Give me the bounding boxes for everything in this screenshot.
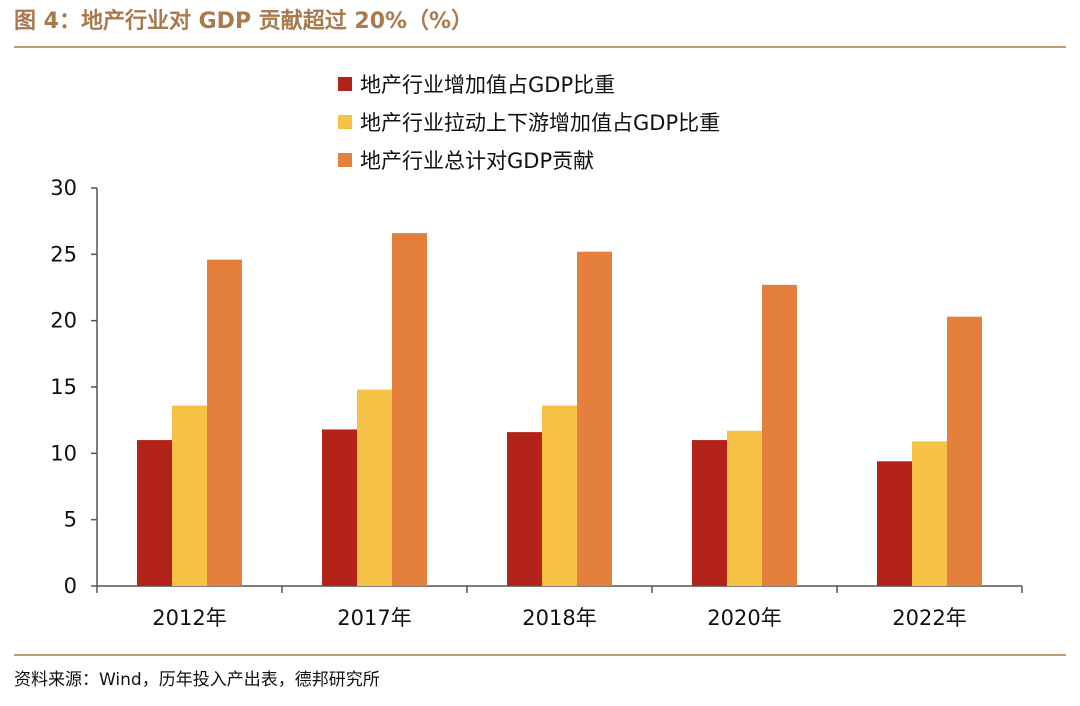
legend-label-3: 地产行业总计对GDP贡献	[360, 149, 594, 173]
bar-series2-2018年	[542, 405, 577, 586]
y-tick-label: 0	[64, 574, 77, 598]
bar-series3-2022年	[947, 316, 982, 586]
legend-swatch-2	[338, 115, 352, 129]
x-tick-label: 2018年	[522, 606, 596, 630]
bar-series2-2022年	[912, 441, 947, 586]
bar-series1-2017年	[322, 429, 357, 586]
x-tick-label: 2017年	[337, 606, 411, 630]
legend-swatch-1	[338, 77, 352, 91]
legend-label-2: 地产行业拉动上下游增加值占GDP比重	[360, 111, 720, 135]
y-tick-label: 5	[64, 508, 77, 532]
bar-series2-2012年	[172, 405, 207, 586]
bar-series3-2020年	[762, 284, 797, 586]
bar-series	[137, 233, 982, 586]
bar-series3-2017年	[392, 233, 427, 586]
bar-series2-2020年	[727, 430, 762, 586]
source-divider	[14, 654, 1066, 656]
x-tick-label: 2020年	[707, 606, 781, 630]
y-tick-label: 15	[50, 375, 77, 399]
x-axis: 2012年 2017年 2018年 2020年 2022年	[96, 585, 1023, 630]
bar-series3-2012年	[207, 259, 242, 586]
x-tick-label: 2012年	[152, 606, 226, 630]
figure-title: 图 4：地产行业对 GDP 贡献超过 20%（%）	[14, 9, 474, 34]
legend-swatch-3	[338, 153, 352, 167]
bar-series1-2022年	[877, 461, 912, 586]
y-tick-label: 30	[50, 176, 77, 200]
y-tick-label: 20	[50, 309, 77, 333]
chart-legend: 地产行业增加值占GDP比重地产行业拉动上下游增加值占GDP比重地产行业总计对GD…	[338, 73, 720, 173]
bar-series1-2020年	[692, 440, 727, 586]
bar-series1-2018年	[507, 432, 542, 586]
source-note: 资料来源：Wind，历年投入产出表，德邦研究所	[14, 670, 380, 690]
y-tick-label: 25	[50, 242, 77, 266]
y-axis: 0 5 10 15 20 25 30	[50, 176, 98, 598]
legend-label-1: 地产行业增加值占GDP比重	[360, 73, 615, 97]
bar-series1-2012年	[137, 440, 172, 586]
x-tick-label: 2022年	[892, 606, 966, 630]
bar-series2-2017年	[357, 389, 392, 586]
title-divider	[14, 46, 1066, 48]
y-tick-label: 10	[50, 441, 77, 465]
bar-series3-2018年	[577, 251, 612, 586]
